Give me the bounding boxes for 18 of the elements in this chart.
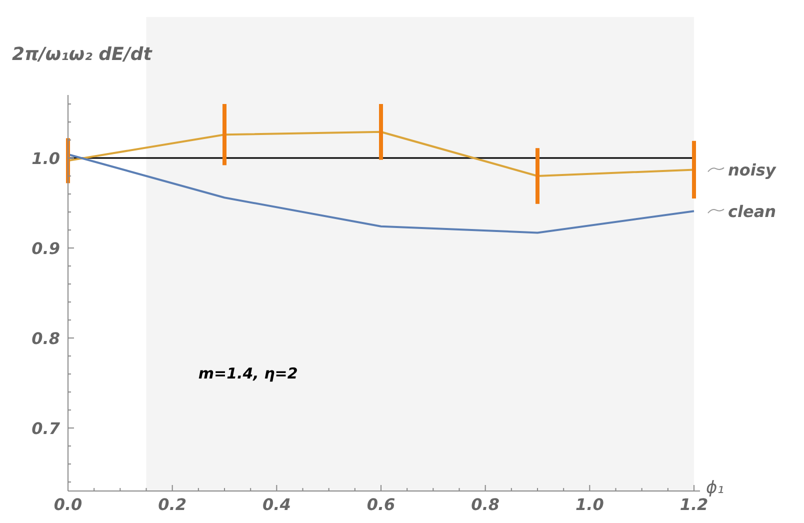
x-tick-label: 0.6 <box>366 495 396 514</box>
x-tick-label: 0.4 <box>262 495 291 514</box>
text: noisy <box>728 160 776 180</box>
y-tick-label: 0.7 <box>32 419 61 438</box>
x-tick-label: 0.8 <box>471 495 500 514</box>
annotation: m=1.4, η=2 <box>198 364 298 382</box>
x-tick-label: 0.0 <box>54 495 82 514</box>
y-axis-title: 2π/ω₁ω₂ dE/dt <box>12 44 154 65</box>
y-tick-label: 0.9 <box>32 239 60 258</box>
line-series <box>67 153 695 234</box>
line-series <box>67 130 695 177</box>
x-axis-title: ϕ₁ <box>706 478 724 498</box>
x-tick-label: 0.2 <box>158 495 187 514</box>
y-tick-label: 0.8 <box>32 329 60 348</box>
x-tick-label: 1.2 <box>680 495 708 514</box>
text: clean <box>728 202 776 222</box>
x-tick-label: 1.0 <box>575 495 604 514</box>
y-tick-label: 1.0 <box>32 149 60 168</box>
